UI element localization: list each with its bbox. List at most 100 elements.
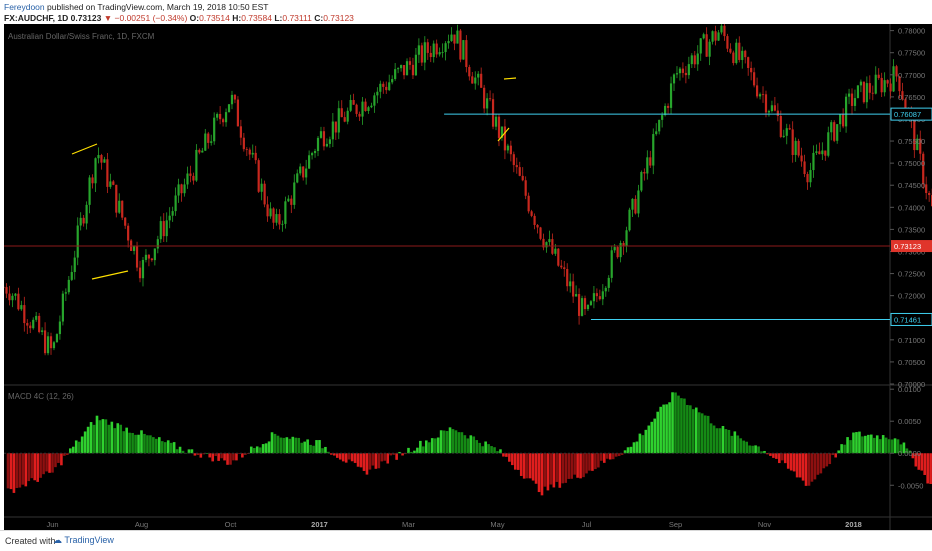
macd-bar: [626, 447, 630, 454]
macd-bar: [9, 453, 13, 490]
candle-body: [883, 80, 886, 93]
candle-body: [272, 208, 275, 223]
macd-bar: [484, 441, 487, 454]
macd-bar: [875, 435, 879, 454]
macd-bar: [611, 453, 615, 460]
author-link[interactable]: Fereydoon: [4, 2, 45, 12]
candle-body: [572, 281, 575, 297]
candle-body: [313, 150, 317, 154]
macd-bar: [852, 432, 855, 454]
candle-body: [138, 267, 142, 279]
candle-body: [221, 119, 225, 123]
macd-bar: [810, 453, 814, 482]
candle-body: [118, 200, 121, 213]
publish-info: Fereydoon published on TradingView.com, …: [4, 2, 268, 12]
candle-body: [773, 105, 776, 111]
macd-bar: [353, 453, 357, 463]
macd-bar: [534, 453, 538, 484]
macd-histogram: [4, 392, 932, 496]
macd-bar: [362, 453, 366, 471]
macd-bar: [736, 435, 740, 454]
macd-bar: [134, 434, 137, 454]
macd-bar: [460, 432, 464, 454]
chart-area[interactable]: 0.780000.775000.770000.765000.760000.755…: [4, 24, 932, 530]
macd-bar: [870, 434, 873, 454]
candle-body: [889, 83, 892, 92]
macd-bar: [872, 437, 876, 454]
macd-bar: [786, 453, 790, 469]
macd-bar: [605, 453, 609, 459]
candle-body: [233, 94, 237, 100]
macd-bar: [368, 453, 372, 470]
candle-body: [391, 79, 394, 83]
macd-bar: [303, 441, 306, 454]
candle-body: [76, 225, 79, 258]
candle-body: [230, 94, 234, 105]
macd-bar: [864, 435, 867, 454]
candle-body: [441, 52, 444, 53]
x-tick-label: 2017: [311, 520, 328, 529]
candle-body: [640, 172, 643, 191]
footer: Created with ☁ TradingView: [0, 530, 932, 551]
candle-body: [595, 293, 598, 297]
macd-bar: [754, 445, 757, 454]
macd-bar: [321, 448, 324, 454]
candle-body: [284, 201, 287, 224]
support-label: 0.71461: [894, 315, 921, 324]
candle-body: [251, 152, 254, 155]
macd-bar: [389, 453, 392, 456]
candle-body: [575, 294, 578, 297]
candle-body: [655, 131, 658, 135]
candle-body: [480, 73, 483, 88]
macd-bar: [694, 407, 698, 454]
macd-bar: [285, 437, 289, 454]
macd-bar: [674, 392, 677, 454]
candle-body: [509, 145, 512, 155]
macd-bar: [594, 453, 597, 470]
macd-bar: [324, 446, 327, 454]
macd-bar: [546, 453, 550, 491]
drawings[interactable]: [4, 26, 932, 335]
candle-body: [839, 114, 842, 125]
macd-bar: [448, 427, 452, 454]
macd-bar: [205, 453, 209, 454]
candle-body: [652, 134, 655, 166]
candle-body: [693, 55, 696, 65]
macd-bar: [422, 446, 425, 454]
candle-body: [524, 180, 527, 196]
y-tick-label: 0.75000: [898, 159, 925, 168]
candle-body: [764, 94, 768, 113]
macd-bar: [365, 453, 369, 475]
candle-body: [248, 149, 251, 155]
candle-body: [227, 104, 231, 113]
x-tick-label: Oct: [225, 520, 238, 529]
candle-body: [456, 30, 459, 44]
macd-bar: [881, 435, 885, 454]
macd-bar: [33, 453, 36, 481]
macd-bar: [178, 446, 182, 454]
macd-bar: [63, 453, 66, 456]
tradingview-logo[interactable]: ☁ TradingView: [53, 535, 114, 546]
macd-bar: [273, 433, 277, 454]
macd-bar: [834, 453, 837, 458]
macd-bar: [772, 453, 775, 458]
candle-body: [812, 152, 815, 171]
candle-body: [245, 149, 248, 150]
candle-body: [741, 50, 744, 60]
candle-body: [46, 336, 50, 354]
macd-bar: [232, 453, 235, 461]
candle-body: [806, 174, 809, 183]
macd-bar: [511, 453, 514, 466]
macd-bar: [608, 453, 612, 460]
price-chart[interactable]: 0.780000.775000.770000.765000.760000.755…: [4, 24, 932, 530]
candle-body: [705, 34, 708, 57]
macd-bar: [508, 453, 511, 462]
candle-body: [213, 117, 216, 142]
macd-bar: [478, 442, 481, 454]
macd-bar: [66, 453, 69, 455]
macd-bar: [377, 453, 381, 469]
macd-bar: [469, 435, 473, 454]
y-tick-label: 0.70000: [898, 380, 925, 389]
macd-bar: [425, 440, 428, 454]
macd-bar: [620, 453, 624, 455]
